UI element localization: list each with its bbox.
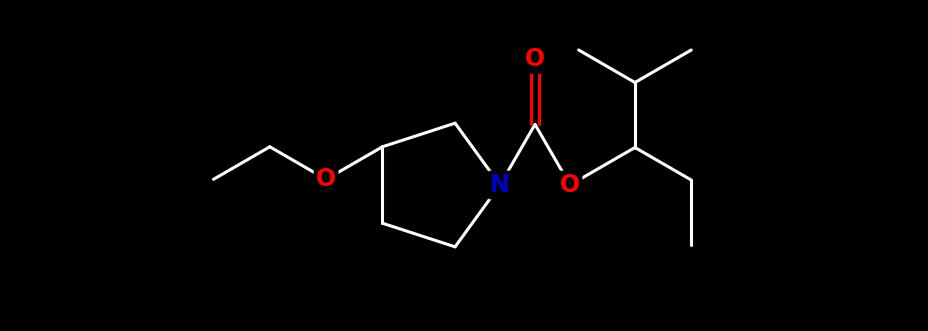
Text: O: O (560, 173, 579, 197)
Text: O: O (524, 47, 545, 71)
Text: N: N (490, 173, 509, 197)
Text: O: O (316, 167, 336, 191)
